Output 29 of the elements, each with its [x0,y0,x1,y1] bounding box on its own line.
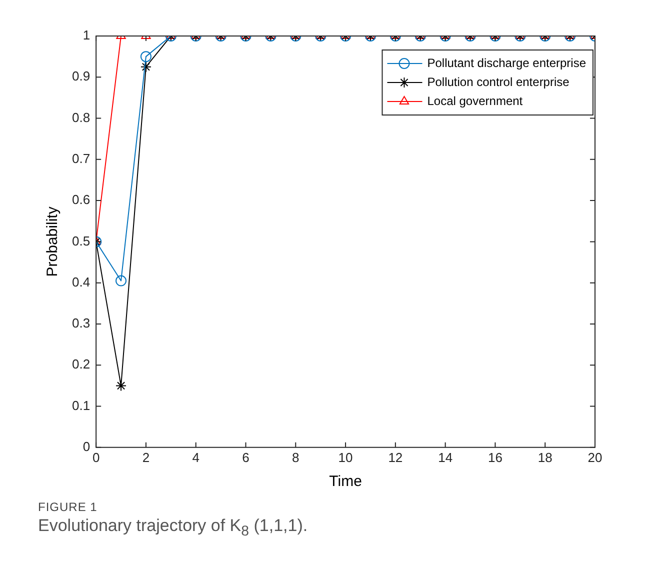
y-axis-title: Probability [44,206,62,277]
x-tick-label: 14 [438,450,453,465]
x-tick-label: 0 [92,450,100,465]
y-tick-label: 0.2 [72,356,90,372]
x-axis-title: Time [329,473,362,490]
x-tick-label: 10 [338,450,353,465]
y-tick-label: 0.6 [72,192,90,208]
x-tick-label: 2 [142,450,150,465]
y-tick-label: 0 [82,438,90,454]
x-tick-label: 16 [488,450,502,465]
y-tick-label: 0.5 [72,233,90,248]
y-tick-label: 0.8 [72,110,90,125]
text: Evolutionary trajectory of K$_{8}$ (1,1,1). [38,516,308,540]
y-tick-label: 0.9 [72,68,90,84]
x-tick-label: 20 [588,450,602,465]
y-tick-label: 0.7 [72,151,90,166]
x-tick-label: 8 [292,450,300,465]
legend-label: Local government [427,94,524,108]
legend-label: Pollutant discharge enterprise [427,56,586,70]
y-tick-label: 0.3 [72,316,90,331]
y-tick-label: 0.1 [72,398,90,413]
y-tick-label: 1 [82,28,90,43]
x-tick-label: 18 [538,450,552,465]
caption: FIGURE 1 [38,500,98,514]
y-tick-label: 0.4 [72,274,90,290]
x-tick-label: 4 [192,450,200,465]
x-tick-label: 12 [388,450,403,465]
x-tick-label: 6 [242,450,250,465]
legend-label: Pollution control enterprise [427,74,570,89]
